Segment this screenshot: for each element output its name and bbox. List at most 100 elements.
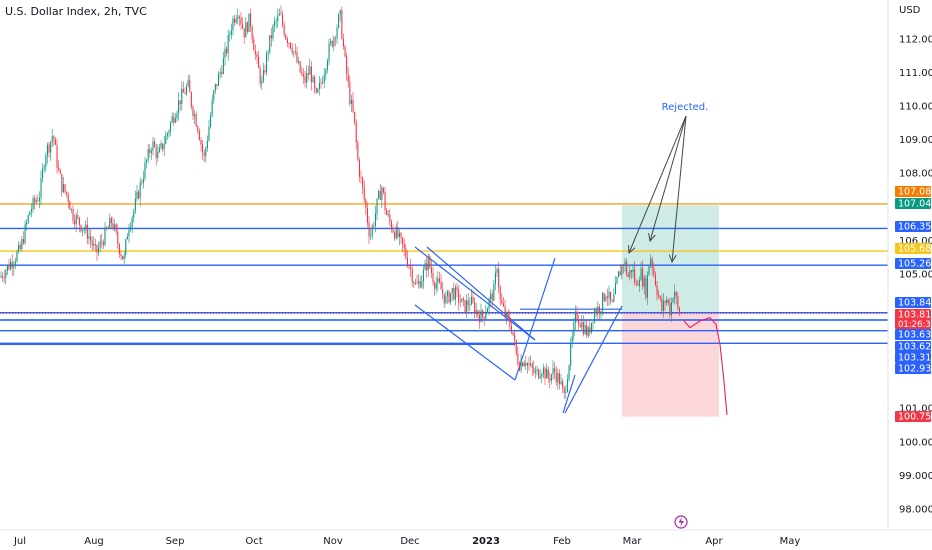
trendline[interactable] xyxy=(414,304,516,381)
candle-body xyxy=(224,48,226,59)
trendline[interactable] xyxy=(562,374,576,414)
candle-body xyxy=(80,224,82,232)
x-tick-label: Sep xyxy=(166,536,185,547)
candle-body xyxy=(408,266,410,267)
candle-body xyxy=(360,176,362,178)
candle-body xyxy=(504,306,506,317)
candle-body xyxy=(643,278,645,287)
candle-body xyxy=(390,221,392,230)
candle-body xyxy=(256,54,258,57)
candle-body xyxy=(198,130,200,140)
trendline[interactable] xyxy=(564,305,623,414)
candle-body xyxy=(235,18,237,23)
candle-body xyxy=(379,190,381,200)
candle-body xyxy=(346,56,348,75)
candle-body xyxy=(659,296,661,299)
candle-body xyxy=(414,283,416,284)
candle-body xyxy=(109,217,111,228)
candle-body xyxy=(326,60,328,70)
annotation-arrow xyxy=(628,115,687,254)
candle-body xyxy=(384,192,386,210)
candle-body xyxy=(275,20,277,22)
y-tick-label: 109.000 xyxy=(899,135,932,146)
candle-body xyxy=(642,268,644,287)
candle-body xyxy=(48,144,50,153)
candle-body xyxy=(294,51,296,53)
arrow-head xyxy=(648,233,656,243)
candle-body xyxy=(661,298,663,311)
candle-body xyxy=(486,308,488,313)
candle-body xyxy=(8,265,10,270)
candle-body xyxy=(34,198,36,203)
candle-body xyxy=(622,265,624,267)
candle-body xyxy=(37,200,39,202)
candle-body xyxy=(102,242,104,246)
candle-body xyxy=(66,191,68,195)
loss-zone[interactable] xyxy=(622,312,719,417)
rejected-annotation[interactable]: Rejected. xyxy=(662,102,709,113)
candle-body xyxy=(514,334,516,341)
candle-body xyxy=(354,111,356,123)
candle-body xyxy=(186,86,188,94)
candle-body xyxy=(298,61,300,63)
candle-body xyxy=(154,141,156,148)
candle-body xyxy=(283,24,285,35)
candle-body xyxy=(442,289,444,294)
candle-body xyxy=(675,292,677,296)
price-tag-label: 103.630 xyxy=(898,330,932,341)
projected-path[interactable] xyxy=(683,316,728,415)
annotation-arrow xyxy=(671,115,687,263)
candle-body xyxy=(258,56,260,69)
candle-body xyxy=(14,261,16,265)
candle-body xyxy=(616,277,618,284)
price-tag xyxy=(895,329,931,340)
candle-body xyxy=(254,50,256,55)
price-tag xyxy=(895,363,931,374)
candle-body xyxy=(658,294,660,297)
trendline[interactable] xyxy=(414,246,536,341)
candle-body xyxy=(499,287,501,300)
candle-body xyxy=(358,159,360,177)
candle-body xyxy=(264,70,266,73)
candle-body xyxy=(269,35,271,52)
candle-body xyxy=(560,381,562,385)
trendline[interactable] xyxy=(426,246,536,341)
candle-body xyxy=(576,311,578,321)
candle-body xyxy=(355,122,357,143)
candle-body xyxy=(418,281,420,284)
candle-body xyxy=(51,136,53,142)
position-zone xyxy=(622,205,719,417)
candle-body xyxy=(507,312,509,318)
candle-body xyxy=(213,90,215,101)
trendline[interactable] xyxy=(514,257,556,381)
candle-body xyxy=(410,266,412,269)
candle-body xyxy=(280,13,282,15)
candle-body xyxy=(605,296,607,301)
event-icon[interactable] xyxy=(674,515,688,529)
candle-body xyxy=(307,73,309,75)
candle-body xyxy=(301,72,303,75)
candle-body xyxy=(38,197,40,201)
candle-body xyxy=(342,38,344,47)
candle-body xyxy=(419,281,421,288)
candle-body xyxy=(64,184,66,192)
candle-body xyxy=(331,41,333,47)
candle-body xyxy=(568,365,570,380)
candle-body xyxy=(378,190,380,199)
candle-body xyxy=(640,268,642,281)
candle-body xyxy=(30,209,32,212)
candle-body xyxy=(483,316,485,319)
candle-body xyxy=(621,265,623,276)
candle-body xyxy=(96,244,98,253)
x-tick-label: Jul xyxy=(13,536,26,547)
candle-body xyxy=(35,200,37,203)
candle-body xyxy=(664,301,666,303)
x-tick-label: 2023 xyxy=(472,536,500,547)
candle-body xyxy=(170,122,172,131)
candle-body xyxy=(107,227,109,229)
candle-body xyxy=(0,276,2,278)
candle-body xyxy=(422,269,424,282)
y-tick-label: 98.000 xyxy=(899,504,932,515)
candle-body xyxy=(325,69,327,75)
